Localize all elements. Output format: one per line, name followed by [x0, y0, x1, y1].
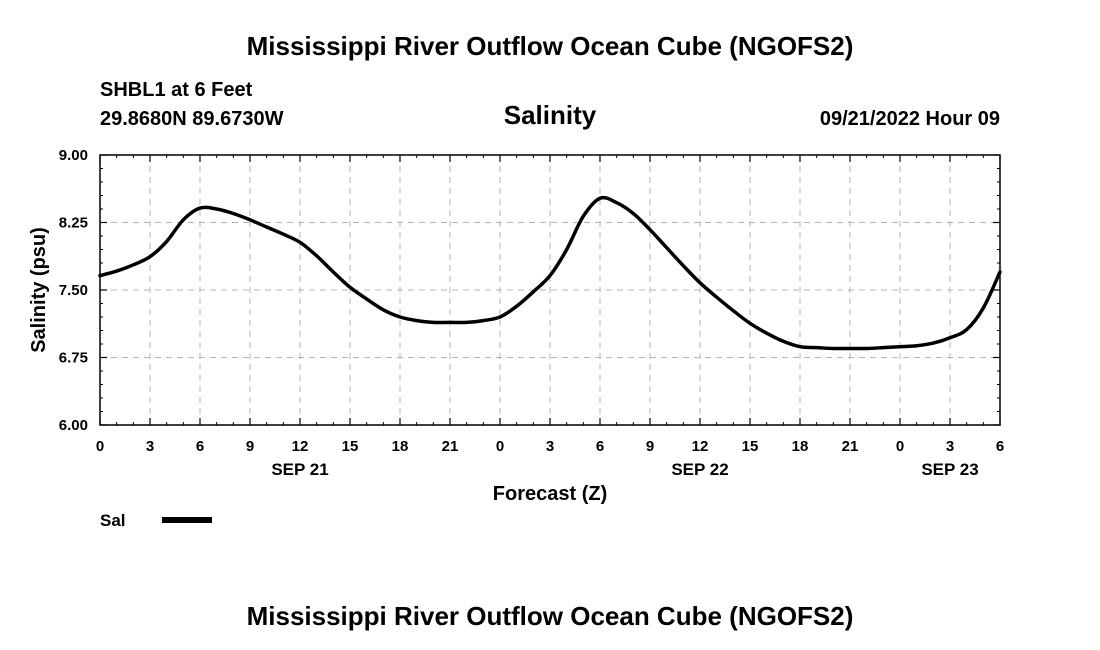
series-line-sal — [98, 195, 1002, 351]
x-axis-label: Forecast (Z) — [493, 483, 607, 505]
x-tick-label: 21 — [442, 438, 459, 455]
date-label: SEP 22 — [671, 460, 728, 479]
y-tick-label: 6.75 — [59, 350, 88, 367]
legend-label: Sal — [100, 511, 126, 530]
y-tick-label: 9.00 — [59, 147, 88, 164]
x-tick-label: 6 — [196, 438, 204, 455]
station-label: SHBL1 at 6 Feet — [100, 79, 253, 101]
x-tick-label: 0 — [96, 438, 104, 455]
x-tick-label: 6 — [596, 438, 604, 455]
grid-lines — [100, 155, 1000, 425]
x-tick-label: 12 — [692, 438, 709, 455]
main-title: Mississippi River Outflow Ocean Cube (NG… — [247, 31, 854, 61]
x-tick-label: 15 — [342, 438, 359, 455]
date-label: SEP 23 — [921, 460, 978, 479]
x-tick-label: 0 — [896, 438, 904, 455]
date-label: SEP 21 — [271, 460, 328, 479]
y-tick-labels: 6.00 6.75 7.50 8.25 9.00 — [59, 147, 88, 434]
y-tick-label: 6.00 — [59, 417, 88, 434]
x-tick-label: 3 — [146, 438, 154, 455]
x-tick-label: 3 — [946, 438, 954, 455]
x-tick-label: 6 — [996, 438, 1004, 455]
x-tick-label: 0 — [496, 438, 504, 455]
plot-frame — [99, 154, 1001, 426]
y-axis-label: Salinity (psu) — [28, 227, 50, 353]
y-tick-label: 7.50 — [59, 282, 88, 299]
footer-title: Mississippi River Outflow Ocean Cube (NG… — [247, 601, 854, 631]
x-tick-label: 9 — [246, 438, 254, 455]
x-tick-label: 9 — [646, 438, 654, 455]
x-tick-label: 21 — [842, 438, 859, 455]
x-tick-label: 15 — [742, 438, 759, 455]
x-tick-label: 18 — [792, 438, 809, 455]
chart-title: Salinity — [504, 100, 597, 130]
y-tick-label: 8.25 — [59, 215, 88, 232]
x-tick-label: 18 — [392, 438, 409, 455]
coordinates-label: 29.8680N 89.6730W — [100, 108, 284, 130]
x-tick-label: 12 — [292, 438, 309, 455]
x-tick-labels: 0 3 6 9 12 15 18 21 0 3 6 9 12 15 18 21 0 3 6 — [96, 438, 1004, 455]
date-labels: SEP 21 SEP 22 SEP 23 — [271, 460, 978, 479]
x-tick-label: 3 — [546, 438, 554, 455]
forecast-datetime: 09/21/2022 Hour 09 — [820, 108, 1000, 130]
